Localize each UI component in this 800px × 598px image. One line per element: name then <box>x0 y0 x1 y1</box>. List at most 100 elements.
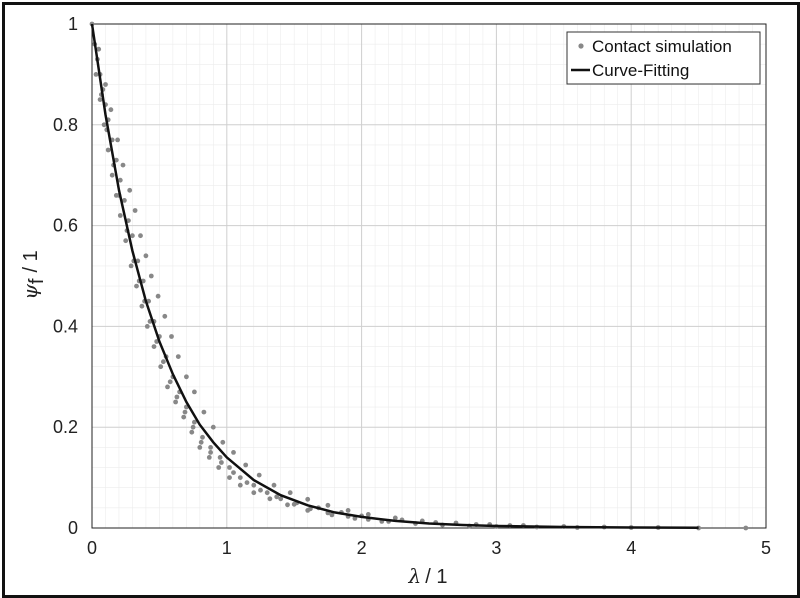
scatter-point <box>113 157 119 163</box>
scatter-point <box>271 482 277 488</box>
curve-fitting-line <box>90 23 699 529</box>
scatter-point <box>392 515 398 521</box>
scatter-point <box>192 389 197 395</box>
scatter-point <box>181 414 187 420</box>
scatter-point <box>158 364 164 370</box>
scatter-point <box>117 177 123 183</box>
scatter-point <box>305 508 311 513</box>
scatter-point <box>216 465 222 470</box>
scatter-point <box>365 512 371 517</box>
scatter-point <box>231 470 236 475</box>
scatter-point <box>108 107 114 113</box>
scatter-point <box>243 462 249 468</box>
scatter-point <box>101 122 107 128</box>
scatter-point <box>139 303 145 309</box>
minor-grid <box>92 24 766 528</box>
x-tick-label: 5 <box>761 538 771 558</box>
scatter-point <box>227 475 232 480</box>
scatter-point <box>201 409 207 415</box>
scatter-point <box>174 394 180 400</box>
scatter-point <box>138 233 143 239</box>
scatter-point <box>182 409 188 415</box>
scatter-point <box>132 208 138 213</box>
plot-area-border <box>91 23 767 529</box>
scatter-point <box>127 187 133 193</box>
scatter-point <box>345 508 351 513</box>
scatter-point <box>189 429 195 435</box>
scatter-point <box>210 424 216 430</box>
scatter-point <box>96 46 102 52</box>
legend-label-contact-simulation: Contact simulation <box>592 37 732 56</box>
scatter-point <box>287 490 293 496</box>
y-axis-label: ψf/ 1 <box>18 250 48 300</box>
scatter-point <box>244 480 250 485</box>
scatter-point <box>197 445 203 450</box>
scatter-point <box>267 496 273 502</box>
scatter-point <box>251 482 257 488</box>
scatter-point <box>184 374 189 380</box>
scatter-point <box>220 439 226 445</box>
scatter-point <box>173 399 179 405</box>
y-tick-label: 0.4 <box>53 316 78 336</box>
scatter-point <box>329 512 335 518</box>
scatter-point <box>120 162 126 168</box>
y-tick-label: 0.8 <box>53 115 78 135</box>
scatter-point <box>200 434 205 440</box>
scatter-point <box>285 502 290 508</box>
scatter-point <box>169 334 174 339</box>
scatter-point <box>130 233 135 239</box>
x-tick-labels: 0 1 2 3 4 5 <box>87 538 771 558</box>
scatter-point <box>167 379 173 385</box>
scatter-point <box>208 445 214 450</box>
scatter-point <box>103 82 108 87</box>
scatter-point <box>115 137 120 143</box>
scatter-point <box>325 502 331 508</box>
scatter-point <box>278 496 284 502</box>
scatter-point <box>143 253 149 259</box>
scatter-point <box>109 172 115 178</box>
scatter-point <box>161 359 166 365</box>
y-tick-label: 0.2 <box>53 417 78 437</box>
scatter-point <box>256 472 262 478</box>
scatter-point <box>165 384 170 390</box>
scatter-point <box>192 419 197 425</box>
legend-label-curve-fitting: Curve-Fitting <box>592 61 689 80</box>
scatter-point <box>264 490 270 496</box>
x-tick-label: 0 <box>87 538 97 558</box>
scatter-point <box>219 460 224 465</box>
legend-marker-contact-simulation <box>578 43 584 49</box>
scatter-point <box>122 198 127 203</box>
scatter-point <box>305 496 311 502</box>
scatter-point <box>128 263 134 269</box>
scatter-point <box>237 482 243 488</box>
scatter-point <box>134 283 139 289</box>
scatter-point <box>227 465 232 470</box>
scatter-point <box>97 97 103 102</box>
y-tick-label: 0.6 <box>53 216 78 236</box>
scatter-point <box>190 424 196 430</box>
y-tick-labels: 0 0.2 0.4 0.6 0.8 1 <box>53 14 78 538</box>
scatter-point <box>175 354 181 359</box>
scatter-point <box>237 475 243 480</box>
x-tick-label: 4 <box>626 538 636 558</box>
legend: Contact simulation Curve-Fitting <box>566 31 761 85</box>
scatter-point <box>217 455 223 460</box>
scatter-point <box>208 450 214 455</box>
x-tick-label: 3 <box>491 538 501 558</box>
scatter-point <box>148 273 154 279</box>
scatter-point <box>105 147 111 153</box>
scatter-point <box>198 439 204 445</box>
x-tick-label: 2 <box>357 538 367 558</box>
y-tick-label: 0 <box>68 518 78 538</box>
scatter-point <box>151 344 157 349</box>
scatter-point <box>162 313 168 319</box>
x-axis-label: λ/ 1 <box>408 564 448 588</box>
y-tick-label: 1 <box>68 14 78 34</box>
scatter-point <box>206 455 212 460</box>
scatter-point <box>743 525 749 531</box>
scatter-point <box>274 494 280 500</box>
scatter-point <box>144 324 150 329</box>
scatter-point <box>93 72 99 77</box>
